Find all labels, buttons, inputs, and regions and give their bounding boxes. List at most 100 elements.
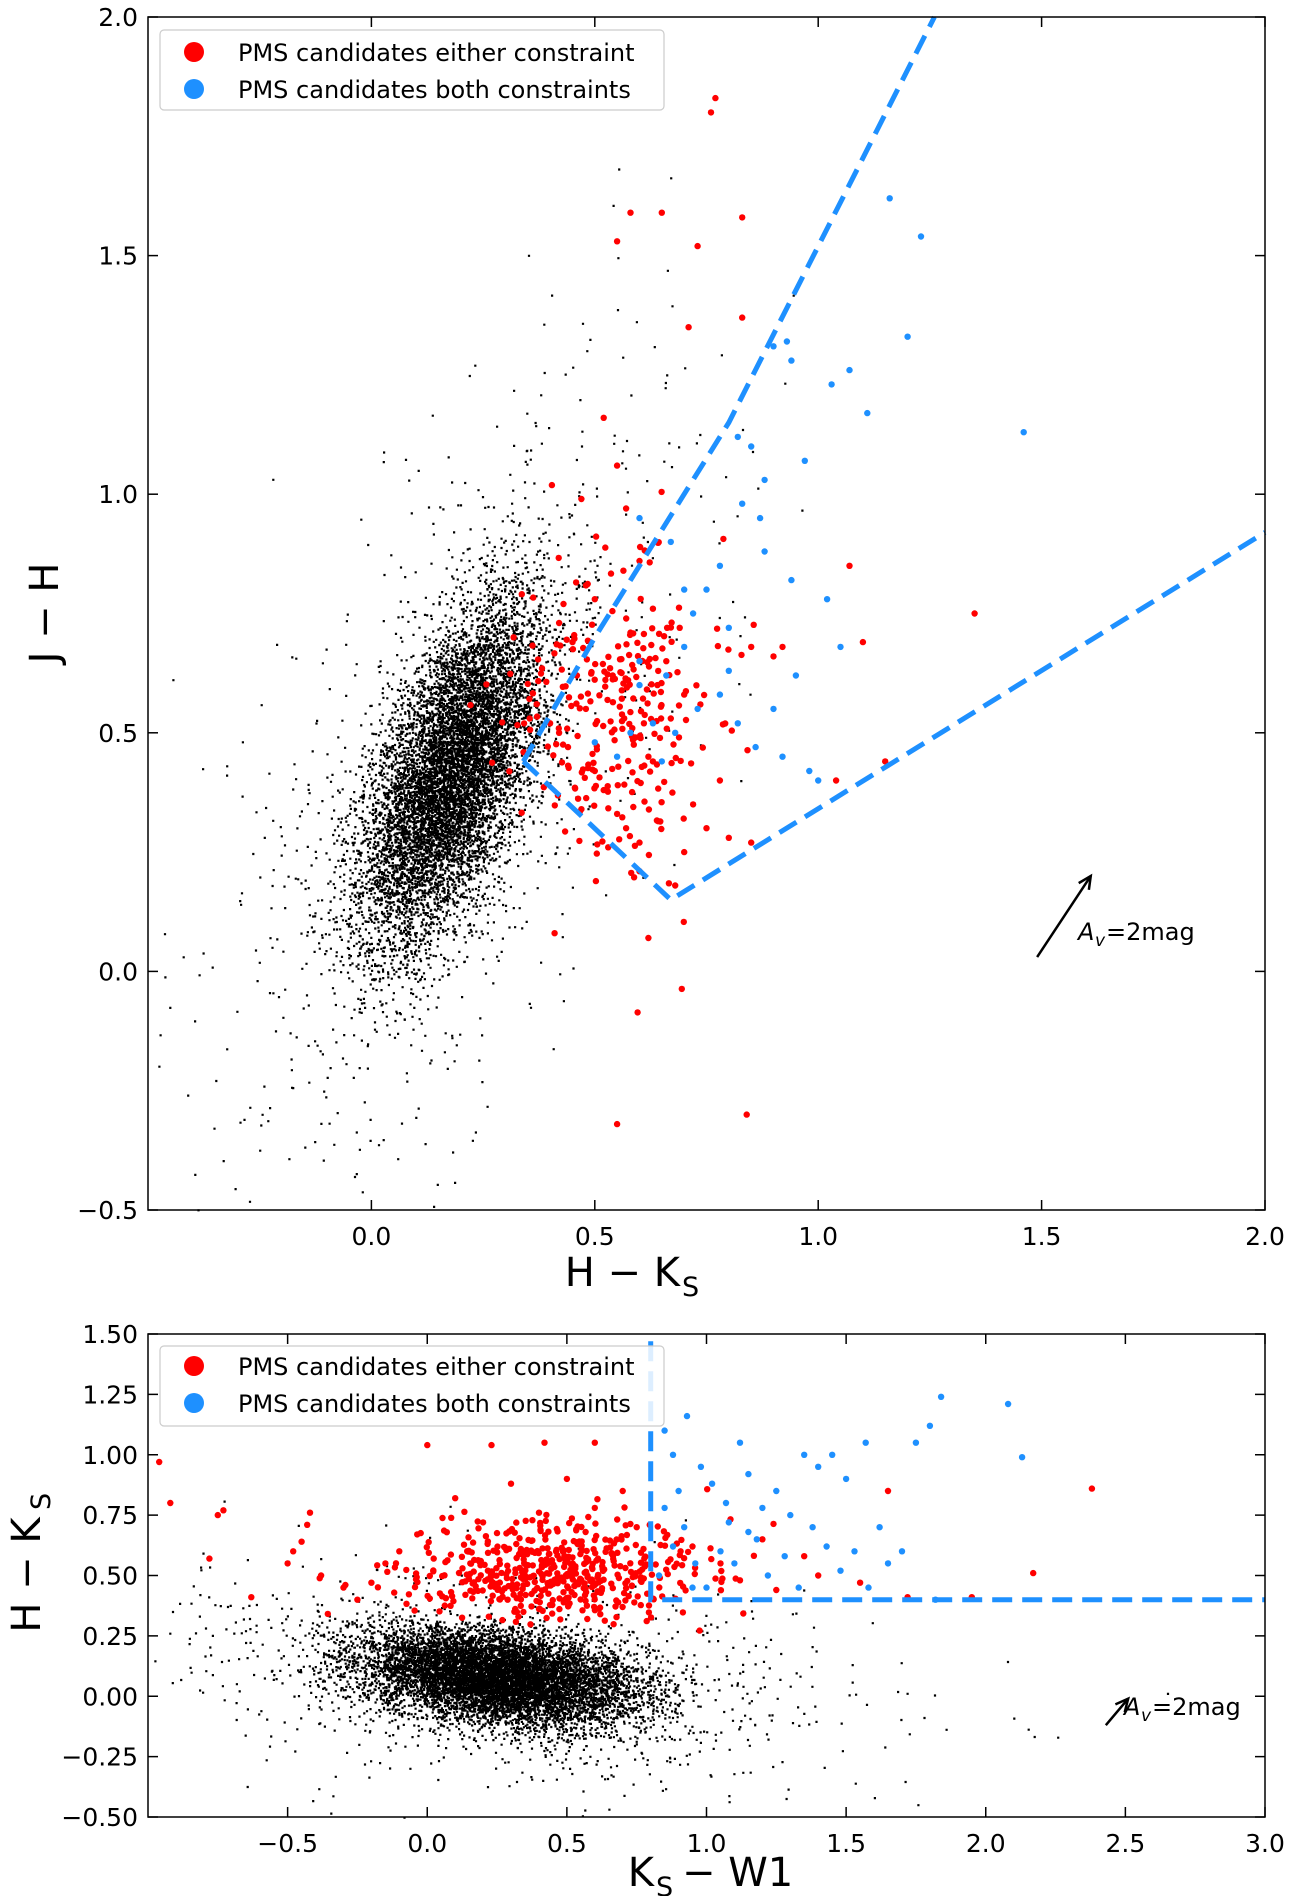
top-xtick-label: 1.0 [798,1222,838,1251]
bottom-point [759,1504,766,1512]
bottom-point [654,1523,661,1530]
top-point [620,680,627,687]
top-point [651,730,658,737]
top-xtick-label: 1.5 [1022,1222,1062,1251]
bottom-point [562,1572,570,1579]
bottom-point [717,1587,725,1594]
bottom-point [248,1594,255,1601]
bottom-extinction-arrow [1104,1696,1131,1727]
top-point [613,1120,621,1128]
top-point [634,652,642,660]
bottom-point [717,1548,724,1555]
bottom-point [396,1548,403,1555]
top-point [615,763,622,770]
top-point [725,624,732,631]
bottom-point [553,1546,560,1554]
bottom-point [513,1595,520,1602]
top-point [514,721,521,729]
top-point [526,715,533,722]
bottom-point [764,1572,772,1579]
bottom-point [577,1596,584,1603]
top-point [576,705,583,712]
top-ticks: 0.0 0.5 1.0 1.5 2.0 −0.5 0.0 0.5 1.0 1.5 2.0 [77,3,1285,1251]
top-point [770,653,777,660]
bottom-point [513,1608,521,1616]
bottom-point [425,1549,432,1557]
bottom-point [324,1610,331,1618]
top-point [703,825,710,832]
bottom-xtick-label: 1.5 [826,1829,866,1858]
bottom-point [637,1559,645,1566]
top-point [864,409,871,417]
bottom-point [568,1569,575,1577]
bottom-point [499,1616,506,1624]
bottom-ytick-label: 1.00 [82,1441,138,1470]
top-point [734,433,741,441]
bottom-point [612,1603,619,1610]
top-point [574,795,582,802]
top-point [589,750,596,758]
bottom-point [528,1590,535,1598]
top-extinction-label-rest: =2mag [1106,918,1195,946]
top-point [655,630,663,637]
bottom-point [599,1567,607,1575]
bottom-point [647,1614,655,1621]
bottom-point [554,1580,561,1587]
top-point [499,719,506,726]
top-point [658,679,665,687]
bottom-point [539,1573,546,1580]
bottom-point [637,1574,645,1581]
bottom-point [584,1615,591,1623]
bottom-point [725,1519,732,1526]
bottom-point [591,1439,598,1446]
bottom-point [484,1549,492,1557]
top-point [693,682,700,689]
top-point [650,690,657,697]
bottom-point [425,1538,432,1546]
bottom-point [405,1591,413,1598]
bottom-point [496,1596,504,1603]
bottom-point [535,1605,543,1613]
top-point [600,722,607,730]
bottom-xtick-label: 0.0 [407,1829,447,1858]
top-point [703,586,710,593]
bottom-point [167,1499,174,1507]
top-point [674,669,681,676]
top-point [576,837,583,845]
bottom-point [493,1572,500,1579]
top-point [748,643,755,651]
bottom-ytick-label: 1.25 [82,1380,138,1409]
bottom-point [545,1590,552,1597]
top-point [649,605,657,612]
bottom-point [549,1610,556,1617]
top-point [609,765,616,773]
bottom-point [753,1536,760,1543]
top-point [555,619,563,627]
bottom-point [156,1458,163,1466]
top-point [625,651,633,659]
bottom-series-either [156,1439,1096,1634]
top-point [632,734,639,741]
bottom-point [678,1536,685,1544]
bottom-extinction-label: A v =2mag [1122,1693,1241,1726]
bottom-point [496,1560,504,1568]
bottom-point [679,1609,687,1616]
top-point [551,650,558,657]
top-point [533,701,540,708]
top-point [823,596,831,603]
top-point [672,882,679,889]
top-point [630,803,637,811]
bottom-ytick-label: 0.00 [82,1682,138,1711]
top-point [700,691,708,699]
bottom-ytick-label: 0.25 [82,1622,138,1651]
bottom-point [631,1599,638,1606]
top-point [616,703,623,710]
bottom-point [683,1412,691,1420]
top-point [583,794,590,802]
bottom-point [498,1588,506,1595]
bottom-point [622,1564,629,1572]
bottom-point [740,1610,747,1617]
top-point [668,619,675,626]
top-point [571,635,578,642]
top-legend: PMS candidates either constraint PMS can… [159,29,665,111]
